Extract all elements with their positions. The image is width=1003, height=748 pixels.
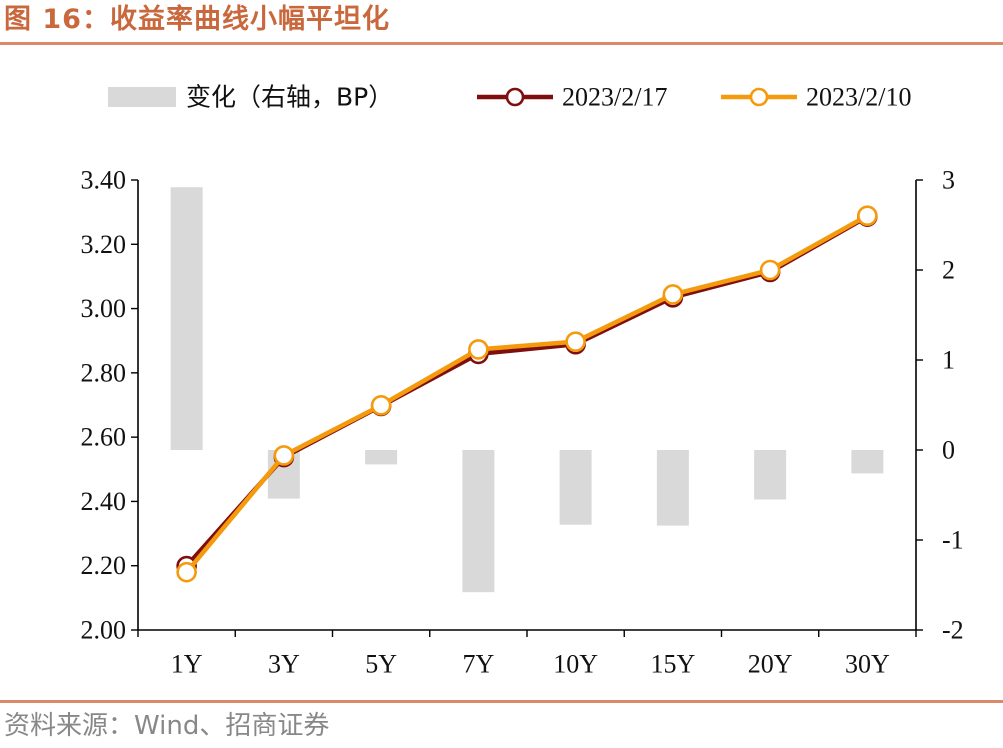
point-2023-2-10-3y bbox=[273, 445, 295, 466]
source-divider bbox=[0, 700, 1003, 703]
bar-change-30y bbox=[851, 450, 884, 474]
legend-label-change: 变化（右轴，BP） bbox=[186, 83, 393, 112]
title-divider bbox=[0, 42, 1003, 45]
source-note: 资料来源：Wind、招商证券 bbox=[4, 711, 330, 741]
series-line-2023-2-10 bbox=[184, 213, 869, 574]
legend-marker-2023-2-10 bbox=[749, 87, 769, 107]
point-2023-2-10-7y bbox=[468, 339, 489, 360]
bar-change-15y bbox=[656, 450, 689, 526]
bar-change-20y bbox=[754, 450, 787, 500]
legend-swatch-change bbox=[108, 87, 176, 107]
right-tick-label: 1 bbox=[942, 346, 955, 375]
left-tick-label: 2.60 bbox=[81, 423, 127, 452]
x-tick-label-1y: 1Y bbox=[171, 650, 203, 679]
point-2023-2-10-10y bbox=[565, 331, 586, 352]
bar-change-10y bbox=[559, 450, 592, 525]
x-tick-label-5y: 5Y bbox=[365, 650, 397, 679]
left-tick-label: 2.80 bbox=[81, 358, 127, 387]
point-2023-2-10-5y bbox=[370, 395, 392, 416]
right-tick-label: 3 bbox=[942, 166, 955, 195]
point-2023-2-10-15y bbox=[662, 284, 684, 305]
right-tick-label: -1 bbox=[942, 526, 964, 555]
bar-change-7y bbox=[462, 450, 495, 593]
legend-label-2023-2-10: 2023/2/10 bbox=[806, 83, 911, 112]
legend-marker-2023-2-17 bbox=[505, 87, 525, 107]
left-tick-label: 3.40 bbox=[81, 166, 127, 195]
yield-curve-chart: 2.00 2.20 2.40 2.60 2.80 3.00 3.20 3.40 -2 -1 0 1 2 3… bbox=[81, 83, 964, 679]
point-2023-2-10-20y bbox=[759, 259, 781, 281]
left-tick-label: 3.00 bbox=[81, 294, 127, 323]
x-tick-label-15y: 15Y bbox=[650, 650, 695, 679]
right-tick-label: -2 bbox=[942, 616, 964, 645]
left-tick-label: 2.20 bbox=[81, 551, 127, 580]
right-tick-label: 2 bbox=[942, 256, 955, 285]
legend-label-2023-2-17: 2023/2/17 bbox=[562, 83, 667, 112]
left-tick-label: 2.00 bbox=[81, 616, 127, 645]
point-2023-2-10-1y bbox=[176, 561, 197, 583]
x-tick-label-10y: 10Y bbox=[553, 650, 598, 679]
bar-change-1y bbox=[170, 187, 203, 450]
x-tick-label-30y: 30Y bbox=[845, 650, 890, 679]
x-tick-label-20y: 20Y bbox=[748, 650, 793, 679]
right-tick-label: 0 bbox=[942, 436, 955, 465]
point-2023-2-10-30y bbox=[857, 205, 878, 226]
x-tick-label-3y: 3Y bbox=[268, 650, 300, 679]
left-tick-label: 2.40 bbox=[81, 487, 127, 516]
left-tick-label: 3.20 bbox=[81, 230, 127, 259]
bar-change-5y bbox=[365, 450, 398, 465]
x-tick-label-7y: 7Y bbox=[462, 650, 494, 679]
figure-title: 图 16：收益率曲线小幅平坦化 bbox=[4, 4, 390, 35]
